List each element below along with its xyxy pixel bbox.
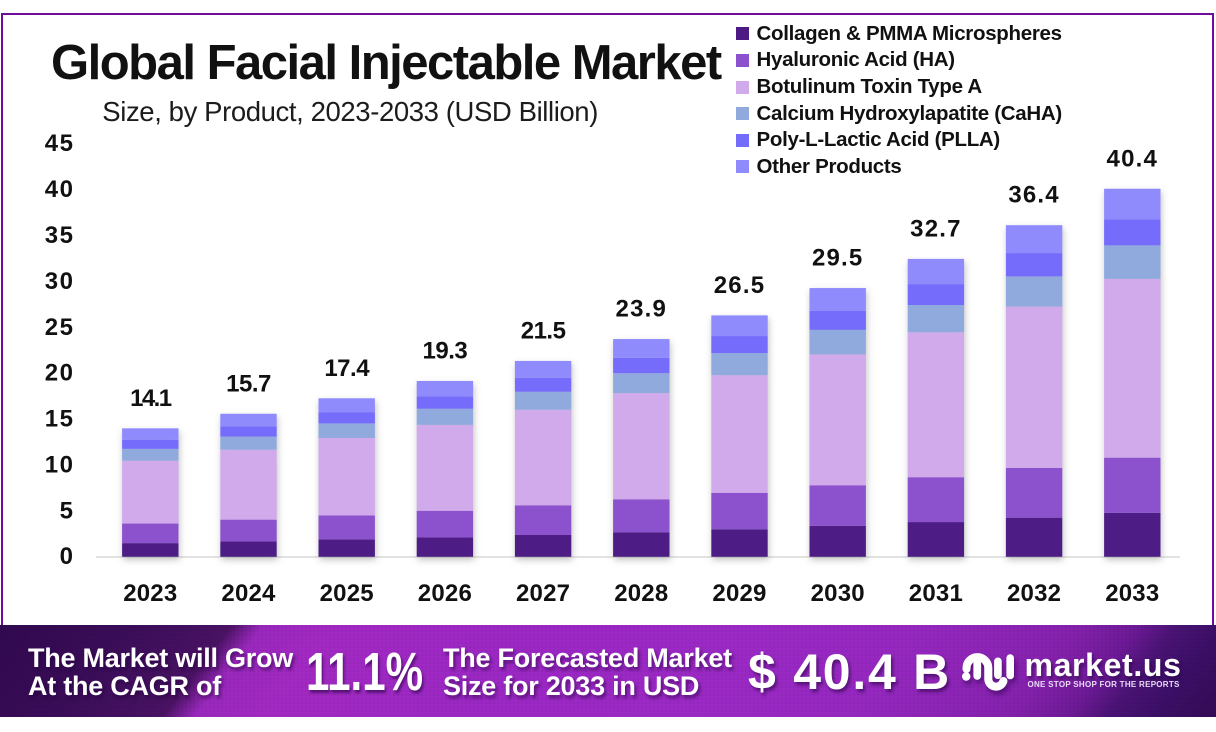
svg-text:36.4: 36.4 (1008, 182, 1060, 209)
svg-text:15.7: 15.7 (226, 370, 271, 397)
svg-text:25: 25 (45, 314, 75, 341)
svg-text:2024: 2024 (221, 580, 276, 607)
svg-text:21.5: 21.5 (521, 317, 566, 344)
svg-text:23.9: 23.9 (616, 296, 668, 323)
svg-text:2030: 2030 (811, 580, 865, 607)
svg-text:2025: 2025 (320, 580, 374, 607)
svg-text:2033: 2033 (1105, 580, 1159, 607)
svg-text:0: 0 (60, 543, 75, 570)
svg-text:5: 5 (60, 497, 75, 524)
svg-text:32.7: 32.7 (910, 215, 962, 242)
svg-text:19.3: 19.3 (423, 338, 468, 365)
svg-text:2032: 2032 (1007, 580, 1061, 607)
svg-text:17.4: 17.4 (324, 355, 370, 382)
svg-text:2029: 2029 (712, 580, 766, 607)
svg-text:2027: 2027 (516, 580, 570, 607)
svg-text:40: 40 (45, 176, 75, 203)
svg-text:40.4: 40.4 (1107, 145, 1159, 172)
svg-text:2026: 2026 (418, 580, 472, 607)
svg-text:15: 15 (45, 406, 75, 433)
svg-text:29.5: 29.5 (812, 245, 864, 272)
svg-text:2023: 2023 (123, 580, 177, 607)
svg-text:30: 30 (45, 268, 75, 295)
svg-text:10: 10 (45, 451, 75, 478)
svg-text:26.5: 26.5 (714, 272, 766, 299)
svg-text:45: 45 (45, 130, 75, 157)
svg-text:14.1: 14.1 (130, 385, 172, 412)
svg-text:2031: 2031 (909, 580, 963, 607)
svg-text:35: 35 (45, 222, 75, 249)
svg-text:2028: 2028 (614, 580, 668, 607)
svg-text:20: 20 (45, 360, 75, 387)
